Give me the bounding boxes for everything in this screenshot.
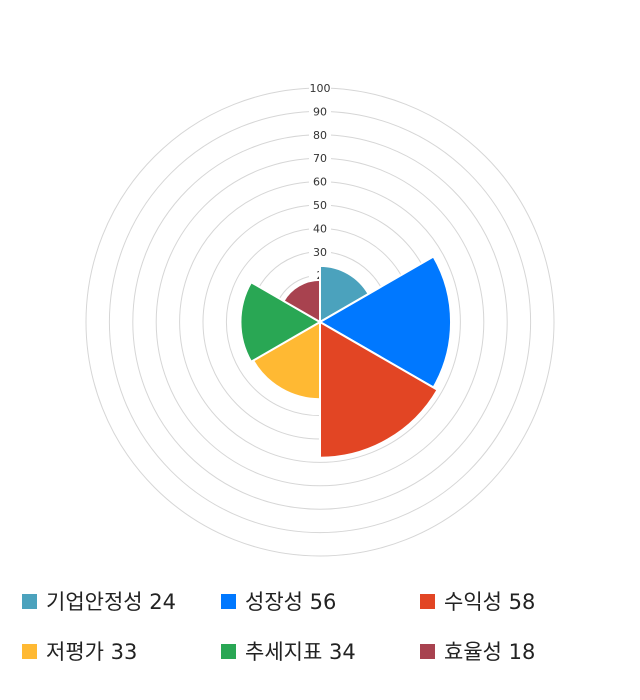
legend-item[interactable]: 추세지표 34: [221, 636, 356, 666]
tick-label-backdrop: [309, 128, 331, 141]
legend-label: 저평가 33: [46, 640, 138, 664]
legend-item[interactable]: 효율성 18: [420, 636, 535, 666]
sector-6: [282, 278, 321, 324]
legend-item[interactable]: 기업안정성 24: [22, 586, 176, 616]
legend-swatch: [221, 643, 236, 659]
tick-label: 100: [310, 82, 331, 95]
legend-swatch: [221, 593, 236, 609]
tick-label: 30: [313, 246, 327, 259]
legend-label: 기업안정성 24: [46, 590, 176, 614]
legend-label: 효율성 18: [444, 640, 536, 664]
legend-swatch: [420, 593, 435, 609]
sector-5: [239, 280, 323, 364]
legend-item[interactable]: 수익성 58: [420, 586, 535, 616]
sector-4: [251, 320, 321, 401]
tick-label-backdrop: [309, 175, 331, 188]
legend-item[interactable]: 저평가 33: [22, 636, 137, 666]
tick-label: 60: [313, 176, 327, 189]
legend-label: 추세지표 34: [245, 640, 356, 664]
legend-swatch: [22, 593, 37, 609]
tick-label-backdrop: [309, 222, 331, 235]
legend-label: 성장성 56: [245, 590, 337, 614]
legend-label: 수익성 58: [444, 590, 536, 614]
tick-label: 80: [313, 129, 327, 142]
sector-1: [319, 264, 371, 324]
polar-area-chart: 230405060708090100: [85, 82, 555, 557]
legend-swatch: [22, 643, 37, 659]
tick-label: 90: [313, 105, 327, 118]
tick-label: 70: [313, 152, 327, 165]
tick-label: 40: [313, 222, 327, 235]
tick-label-backdrop: [309, 245, 331, 258]
sector-3: [319, 320, 439, 459]
tick-label-backdrop: [309, 152, 331, 165]
tick-label-backdrop: [309, 82, 331, 94]
legend-swatch: [420, 643, 435, 659]
tick-label-backdrop: [309, 199, 331, 211]
tick-label: 50: [313, 199, 327, 212]
tick-label-backdrop: [309, 105, 331, 118]
legend-item[interactable]: 성장성 56: [221, 586, 336, 616]
sector-2: [317, 255, 452, 389]
